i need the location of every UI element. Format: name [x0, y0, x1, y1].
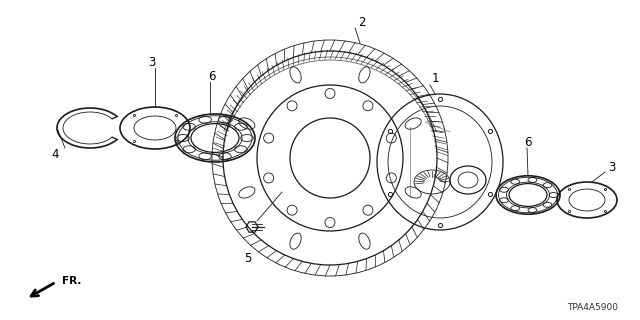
Text: 5: 5 [244, 252, 252, 265]
Text: 4: 4 [51, 148, 59, 161]
Text: 2: 2 [358, 15, 365, 28]
Text: 1: 1 [432, 71, 440, 84]
Text: FR.: FR. [62, 276, 81, 286]
Text: 3: 3 [608, 161, 616, 173]
Text: 6: 6 [208, 69, 216, 83]
Text: TPA4A5900: TPA4A5900 [567, 303, 618, 313]
Text: 6: 6 [524, 135, 532, 148]
Text: 3: 3 [148, 55, 156, 68]
